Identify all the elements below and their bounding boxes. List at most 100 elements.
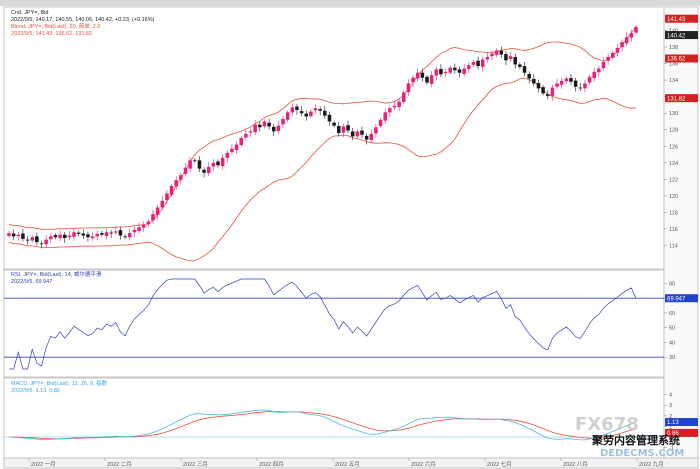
rsi-tick-label: 80 xyxy=(669,281,675,287)
candle-body xyxy=(7,233,11,236)
tag-bb-middle-bg xyxy=(665,54,698,63)
candle-body xyxy=(225,152,230,158)
macd-tick-label: -1 xyxy=(669,446,674,452)
candle-body xyxy=(16,234,21,236)
candle-body xyxy=(597,68,601,73)
candle-body xyxy=(388,108,392,113)
macd-tick-label: 4 xyxy=(669,393,672,399)
legend-bollinger-values: 2022/9/5, 141.43, 136.62, 131.82 xyxy=(11,31,92,37)
legend-symbol: Cnd, JPY=, Bid xyxy=(11,10,48,16)
candle-body xyxy=(95,233,100,237)
candle-body xyxy=(485,56,490,60)
candle-body xyxy=(244,133,248,138)
candle-body xyxy=(123,236,127,238)
price-tick-label: 124 xyxy=(669,161,678,167)
candle-body xyxy=(615,47,620,53)
candle-body xyxy=(271,126,276,132)
candle-body xyxy=(285,112,290,120)
candle-body xyxy=(587,76,592,83)
candle-body xyxy=(53,235,58,238)
candle-body xyxy=(239,138,243,146)
candle-body xyxy=(67,235,72,238)
candle-body xyxy=(39,243,44,245)
candle-body xyxy=(550,87,555,96)
watermark-site: DEDECMS.COM xyxy=(600,448,684,459)
candle-body xyxy=(11,233,16,237)
candle-body xyxy=(541,87,545,94)
candle-body xyxy=(202,169,206,173)
candle-body xyxy=(634,27,638,33)
rsi-series xyxy=(4,278,664,370)
watermark-brand: FX678 xyxy=(575,414,639,435)
month-label: 2022 一月 xyxy=(31,461,56,468)
candle-body xyxy=(206,166,211,174)
candle-body xyxy=(532,78,536,84)
candle-body xyxy=(25,239,30,241)
candle-body xyxy=(318,109,322,111)
candle-body xyxy=(169,185,174,195)
candle-body xyxy=(100,233,104,235)
candle-body xyxy=(220,157,225,167)
month-label: 2022 八月 xyxy=(563,461,588,468)
month-label: 2022 三月 xyxy=(183,461,208,468)
price-tick-label: 122 xyxy=(669,177,678,183)
watermark: FX678 聚劳内容管理系统 DEDECMS.COM xyxy=(575,414,684,459)
candle-body xyxy=(392,105,397,108)
price-tick-label: 116 xyxy=(669,227,678,233)
price-tick-label: 118 xyxy=(669,210,678,216)
candle-body xyxy=(336,126,341,134)
macd-tick-label: 2 xyxy=(669,414,672,420)
price-tick-label: 138 xyxy=(669,45,678,51)
candle-body xyxy=(448,67,452,73)
candle-body xyxy=(72,232,76,237)
candle-body xyxy=(559,80,564,85)
right-axis xyxy=(663,6,699,459)
candle-body xyxy=(30,237,34,241)
candle-body xyxy=(606,56,610,61)
candle-body xyxy=(462,68,466,74)
legend-bollinger: Blend, JPY=, Bid(Last), 20, 简单, 2.0 xyxy=(11,22,100,30)
candle-body xyxy=(536,83,541,89)
rsi-panel xyxy=(3,269,665,378)
candle-body xyxy=(309,111,313,117)
candle-body xyxy=(295,106,299,110)
candle-body xyxy=(81,233,86,236)
candle-body xyxy=(494,50,499,55)
candle-body xyxy=(629,33,634,38)
month-label: 2022 六月 xyxy=(411,460,436,468)
price-tick-label: 128 xyxy=(669,128,678,134)
candle-body xyxy=(453,67,457,71)
month-label: 2022 七月 xyxy=(487,460,512,468)
candle-body xyxy=(499,50,504,55)
month-label: 2022 九月 xyxy=(639,460,664,468)
candle-body xyxy=(476,60,480,67)
tag-rsi: 69.947 xyxy=(667,296,686,302)
tag-rsi-bg xyxy=(665,294,698,303)
candle-body xyxy=(299,111,304,114)
candle-body xyxy=(188,160,192,169)
candle-body xyxy=(601,61,606,69)
candle-body xyxy=(267,122,271,127)
tag-bb-upper-bg xyxy=(665,14,698,23)
price-panel xyxy=(3,6,665,270)
candle-body xyxy=(248,131,253,133)
candle-body xyxy=(114,231,118,233)
bollinger-lower xyxy=(8,77,637,262)
candle-body xyxy=(522,66,527,73)
title-strip xyxy=(0,0,700,6)
macd-signal-line xyxy=(8,411,637,440)
candle-body xyxy=(341,126,346,133)
candle-body xyxy=(397,101,401,107)
candle-body xyxy=(86,234,90,238)
candle-body xyxy=(49,236,53,240)
candle-body xyxy=(304,113,309,117)
candle-body xyxy=(332,122,336,126)
macd-tick-label: 0 xyxy=(669,435,672,441)
price-tick-label: 134 xyxy=(669,78,678,84)
macd-tick-label: 1 xyxy=(669,424,672,430)
candle-body xyxy=(434,69,439,76)
candle-body xyxy=(193,160,197,162)
candle-body xyxy=(383,112,387,121)
tag-macd-signal: 0.86 xyxy=(667,431,679,437)
candle-body xyxy=(290,107,295,113)
